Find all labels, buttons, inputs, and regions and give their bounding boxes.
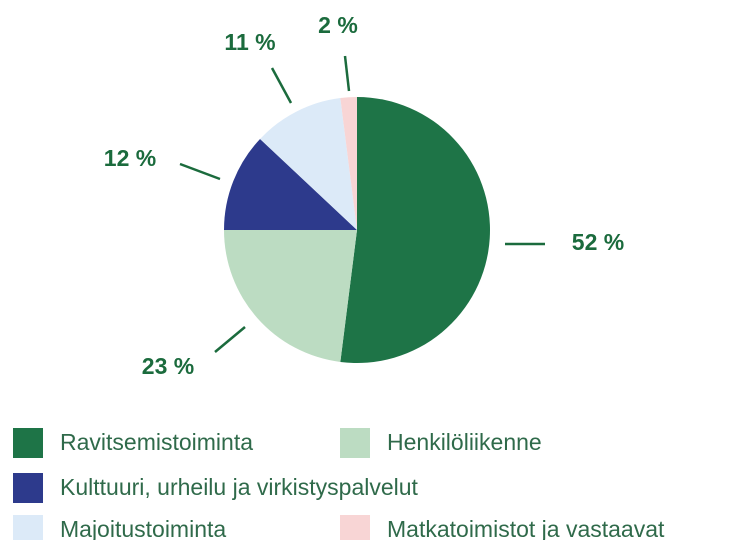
pie-slice xyxy=(224,138,357,230)
value-label: 12 % xyxy=(104,145,156,171)
legend-label: Henkilöliikenne xyxy=(387,429,542,455)
legend-label: Matkatoimistot ja vastaavat xyxy=(387,516,665,540)
value-label: 11 % xyxy=(224,29,275,55)
value-label: 2 % xyxy=(318,12,358,38)
pie-slice xyxy=(224,230,357,362)
legend-swatch xyxy=(13,428,43,458)
pie-slice xyxy=(340,97,357,230)
legend-swatch xyxy=(340,515,370,540)
legend-label: Ravitsemistoiminta xyxy=(60,429,253,455)
value-label: 23 % xyxy=(142,353,194,379)
leader-line xyxy=(179,162,221,181)
pie-slice xyxy=(340,97,490,363)
legend-label: Kulttuuri, urheilu ja virkistyspalvelut xyxy=(60,474,419,500)
value-label: 52 % xyxy=(572,229,624,255)
pie-slice xyxy=(260,98,357,231)
leader-line xyxy=(214,326,246,353)
legend-swatch xyxy=(13,473,43,503)
legend-swatch xyxy=(13,515,43,540)
legend-swatch xyxy=(340,428,370,458)
leader-line xyxy=(343,55,351,92)
legend-label: Majoitustoiminta xyxy=(60,516,226,540)
leader-line xyxy=(270,67,293,104)
